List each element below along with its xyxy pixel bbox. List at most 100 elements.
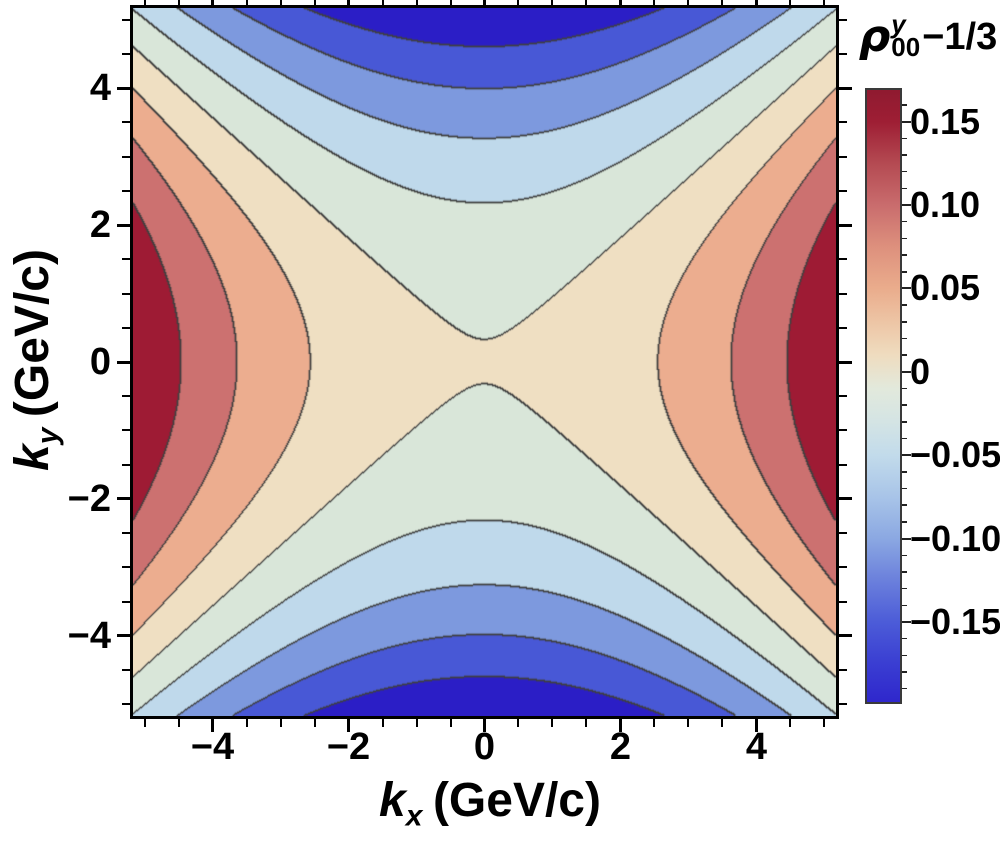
y-axis-tick	[117, 360, 130, 364]
colorbar-minor-tick	[902, 571, 907, 573]
y-axis-tick	[117, 497, 130, 501]
x-axis-tick	[381, 719, 384, 727]
y-axis-tick	[122, 258, 130, 261]
x-axis-tick	[618, 719, 622, 732]
x-axis-top-tick	[653, 0, 656, 5]
x-axis-tick	[789, 719, 792, 727]
colorbar-tick	[902, 370, 911, 373]
colorbar-minor-tick	[902, 304, 907, 306]
x-axis-top-tick	[177, 0, 180, 5]
y-axis-right-tick	[839, 223, 852, 227]
y-axis-tick	[117, 634, 130, 638]
y-axis-tick-label: 2	[89, 204, 111, 247]
colorbar-tick	[902, 204, 911, 207]
x-axis-tick	[143, 719, 146, 727]
x-axis-top-tick	[823, 0, 826, 5]
x-axis-tick-label: 4	[745, 726, 768, 768]
x-axis-top-tick	[449, 0, 452, 5]
colorbar-minor-tick	[902, 271, 907, 273]
colorbar-minor-tick	[902, 170, 907, 173]
colorbar	[865, 88, 902, 704]
x-axis-tick	[823, 719, 826, 727]
colorbar-tick-label: 0	[910, 350, 931, 392]
x-axis-top-tick	[585, 0, 588, 5]
y-axis-right-tick	[839, 497, 852, 501]
x-axis-tick	[517, 719, 520, 727]
colorbar-minor-tick	[902, 254, 907, 256]
colorbar-tick-label: −0.10	[910, 517, 1000, 559]
x-axis-top-tick	[687, 0, 690, 5]
colorbar-minor-tick	[902, 154, 907, 156]
x-axis-top-tick	[517, 0, 520, 5]
x-axis-tick	[279, 719, 282, 727]
y-axis-right-tick	[839, 634, 852, 638]
colorbar-tick-label: 0.15	[910, 100, 981, 142]
colorbar-minor-tick	[902, 471, 907, 473]
y-axis-right-tick	[839, 18, 847, 21]
colorbar-minor-tick	[902, 354, 907, 356]
y-axis-right-tick	[839, 395, 847, 398]
colorbar-tick-label: 0.10	[910, 184, 981, 226]
y-axis-right-tick	[839, 258, 847, 261]
colorbar-tick	[902, 120, 911, 123]
x-axis-tick	[721, 719, 724, 727]
colorbar-minor-tick	[902, 220, 907, 223]
x-axis-tick	[177, 719, 180, 727]
y-axis-tick	[122, 600, 130, 603]
x-axis-tick	[245, 719, 248, 727]
colorbar-minor-tick	[902, 104, 907, 106]
x-axis-tick	[347, 719, 351, 732]
y-axis-right-tick	[839, 600, 847, 603]
y-axis-tick	[122, 121, 130, 124]
y-axis-right-tick	[839, 121, 847, 124]
y-axis-right-tick	[839, 292, 847, 295]
x-axis-top-tick	[313, 0, 316, 5]
colorbar-tick	[902, 537, 911, 540]
x-axis-tick	[313, 719, 316, 727]
y-axis-tick	[122, 52, 130, 55]
y-axis-tick	[122, 532, 130, 535]
colorbar-minor-tick	[902, 487, 907, 490]
colorbar-minor-tick	[902, 337, 907, 340]
y-axis-tick-label: 4	[89, 67, 111, 110]
y-axis-right-tick	[839, 463, 847, 466]
y-axis-right-tick	[839, 155, 847, 158]
x-axis-tick	[551, 719, 554, 727]
y-axis-units: (GeV/c)	[6, 249, 59, 418]
colorbar-title-superscript: y	[891, 9, 906, 39]
x-axis-tick-label: 0	[473, 726, 496, 768]
y-axis-tick	[122, 703, 130, 706]
y-axis-tick	[122, 292, 130, 295]
colorbar-minor-tick	[902, 321, 907, 323]
x-axis-top-tick	[347, 0, 351, 5]
x-axis-tick-label: 2	[609, 726, 632, 768]
colorbar-minor-tick	[902, 387, 907, 390]
x-axis-top-tick	[245, 0, 248, 5]
y-axis-tick	[122, 669, 130, 672]
x-axis-label: kx (GeV/c)	[300, 773, 680, 834]
x-axis-tick	[415, 719, 418, 727]
y-axis-tick	[122, 18, 130, 21]
colorbar-minor-tick	[902, 187, 907, 190]
colorbar-tick-label: −0.05	[910, 434, 1000, 476]
y-axis-right-tick	[839, 52, 847, 55]
colorbar-gradient	[867, 90, 900, 702]
colorbar-tick-label: 0.05	[910, 267, 981, 309]
x-axis-top-tick	[381, 0, 384, 5]
y-axis-symbol: k	[6, 444, 59, 471]
y-axis-tick	[117, 223, 130, 227]
y-axis-tick	[122, 326, 130, 329]
colorbar-title: ρ y 00 −1/3	[856, 8, 1000, 66]
x-axis-symbol: k	[379, 774, 406, 827]
colorbar-minor-tick	[902, 587, 907, 590]
y-axis-tick-label: −4	[67, 614, 111, 657]
x-axis-tick	[449, 719, 452, 727]
colorbar-minor-tick	[902, 504, 907, 506]
colorbar-tick	[902, 620, 911, 623]
colorbar-minor-tick	[902, 604, 907, 607]
y-axis-right-tick	[839, 669, 847, 672]
colorbar-minor-tick	[902, 137, 907, 140]
colorbar-minor-tick	[902, 237, 907, 240]
colorbar-minor-tick	[902, 671, 907, 673]
x-axis-tick	[687, 719, 690, 727]
